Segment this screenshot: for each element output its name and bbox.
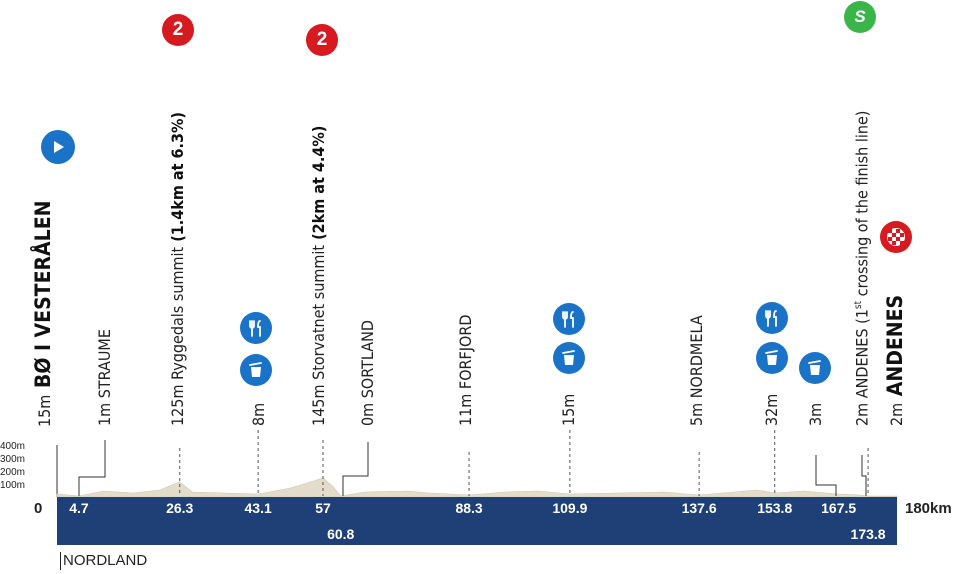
waypoint-label: 2m ANDENES [883,294,907,426]
climb-cat2-icon: 2 [162,14,194,46]
altitude-tick-200: 200m [0,467,26,478]
waypoint-name: NORDMELA [687,315,706,403]
waypoint-label: 15m BØ I VESTERÅLEN [31,200,55,427]
waypoint-label: 1m STRAUME [95,329,115,426]
waypoint-altitude: 145m [309,384,328,427]
finish-crossing-text: crossing of the finish line) [852,110,872,301]
km-marker: 60.8 [327,526,355,542]
waypoint-altitude: 11m [456,393,475,426]
waypoint-altitude: 0m [358,402,377,426]
waypoint-label: 145m Storvatnet summit (2km at 4.4%) [309,126,329,426]
km-marker: 167.5 [821,500,857,516]
waypoint-label: 125m Ryggedals summit (1.4km at 6.3%) [168,112,188,426]
terrain-profile [56,477,898,498]
waypoint-altitude: 1m [95,402,114,426]
waypoint-label: 15m [559,394,579,426]
altitude-tick-400: 400m [0,441,26,452]
total-distance-label: 180km [905,500,952,517]
waypoint-altitude: 15m [35,394,54,427]
waypoint-name: BØ I VESTERÅLEN [31,200,55,395]
waypoint-name: FORFJORD [456,314,475,394]
climb-detail: (2km at 4.4%) [309,125,328,245]
start-arrow-icon [41,130,75,164]
climb-cat2-icon: 2 [306,24,338,56]
waypoint-label: 11m FORFJORD [456,315,476,426]
distance-bar [57,497,897,545]
feed-zone-icon [553,303,585,335]
start-km-label: 0 [34,500,43,517]
waypoint-label: 0m SORTLAND [358,320,378,426]
km-marker: 4.7 [69,500,89,516]
km-marker: 57 [315,500,331,516]
altitude-tick-300: 300m [0,454,26,465]
climb-detail: (1.4km at 6.3%) [168,112,187,247]
waypoint-name: Ryggedals summit [168,246,187,385]
km-marker: 173.8 [850,526,886,542]
waypoint-altitude: 8m [249,402,268,426]
finish-crossing-detail: (1 [852,309,872,329]
waste-zone-icon [799,352,831,384]
region-label: NORDLAND [60,552,147,570]
waypoint-altitude: 15m [559,393,578,426]
connector-andenes-1 [861,455,867,496]
km-marker: 153.8 [757,500,793,516]
waypoint-name: ANDENES [852,328,872,403]
feed-zone-icon [756,302,788,334]
waypoint-name: STRAUME [95,329,114,403]
km-marker: 109.9 [552,500,588,516]
altitude-tick-100: 100m [0,480,26,491]
connector-3m [815,455,837,496]
waypoint-altitude: 2m [887,402,906,426]
waypoint-label: 3m [806,403,826,426]
waypoint-altitude: 125m [168,384,187,427]
finish-flag-icon [880,221,912,253]
waypoint-name: SORTLAND [358,320,377,403]
km-marker: 43.1 [244,500,272,516]
km-marker: 137.6 [681,500,717,516]
km-marker: 88.3 [455,500,483,516]
waste-zone-icon [756,342,788,374]
waste-zone-icon [240,354,272,386]
connector-sortland [342,442,369,496]
waypoint-label: 32m [762,394,782,426]
finish-crossing-ordinal: st [853,300,864,310]
waypoint-altitude: 5m [687,402,706,426]
waypoint-altitude: 32m [762,393,781,426]
waypoint-name: ANDENES [883,294,907,403]
waypoint-name: Storvatnet summit [309,244,328,385]
waypoint-label: 2m ANDENES (1st crossing of the finish l… [849,111,872,426]
feed-zone-icon [240,312,272,344]
waste-zone-icon [553,342,585,374]
km-marker: 26.3 [166,500,194,516]
sprint-icon: S [844,1,876,33]
connector-straume [78,440,106,496]
waypoint-label: 5m NORDMELA [687,315,707,426]
waypoint-label: 8m [249,403,269,426]
waypoint-altitude: 3m [806,402,825,426]
waypoint-altitude: 2m [852,402,872,426]
